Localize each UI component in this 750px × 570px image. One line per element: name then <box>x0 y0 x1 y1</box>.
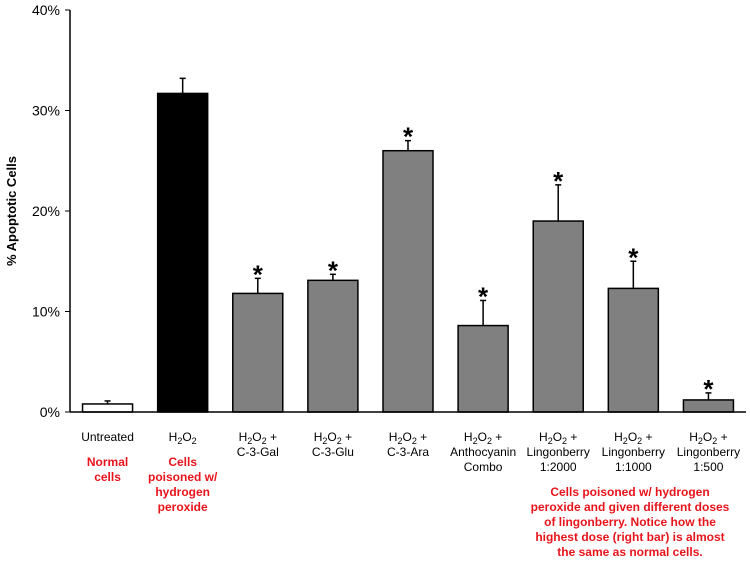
category-label: H2O2 <box>169 430 197 446</box>
bar <box>156 92 209 413</box>
significance-star: * <box>628 242 639 272</box>
bars <box>81 92 735 413</box>
bar <box>607 287 660 413</box>
category-label: H2O2 + <box>539 430 577 446</box>
category-label: 1:2000 <box>540 460 577 474</box>
annotation-text: highest dose (right bar) is almost <box>535 530 724 544</box>
category-label: 1:500 <box>693 460 723 474</box>
axes <box>69 10 746 413</box>
annotation-text: the same as normal cells. <box>557 545 702 559</box>
annotation-text: Cells poisoned w/ hydrogen <box>550 485 709 499</box>
y-tick-label: 30% <box>32 103 60 119</box>
annotation-text: Normal <box>87 455 128 469</box>
y-tick-label: 10% <box>32 304 60 320</box>
y-tick-label: 40% <box>32 2 60 18</box>
category-label: C-3-Glu <box>312 445 354 459</box>
annotation-text: peroxide <box>158 500 208 514</box>
y-axis-ticks: 0% 10% 20% 30% 40% <box>32 2 70 420</box>
category-label: H2O2 + <box>614 430 652 446</box>
annotation-text: of lingonberry. Notice how the <box>544 515 716 529</box>
category-label: Lingonberry <box>527 445 590 459</box>
bar <box>382 149 434 413</box>
category-label: Lingonberry <box>602 445 665 459</box>
significance-star: * <box>703 374 714 404</box>
annotation-text: peroxide and given different doses <box>531 500 730 514</box>
category-label: C-3-Gal <box>237 445 279 459</box>
y-tick-label: 20% <box>32 203 60 219</box>
annotation-text: poisoned w/ <box>148 470 218 484</box>
category-label: Lingonberry <box>677 445 740 459</box>
category-label: C-3-Ara <box>387 445 429 459</box>
significance-star: * <box>553 166 564 196</box>
bar <box>457 324 509 413</box>
significance-star: * <box>253 259 264 289</box>
category-label: H2O2 + <box>464 430 502 446</box>
significance-star: * <box>478 281 489 311</box>
significance-marks: * * * * * * * <box>253 122 715 404</box>
category-label: 1:1000 <box>615 460 652 474</box>
bar <box>532 220 584 413</box>
bar <box>81 403 134 413</box>
y-tick-label: 0% <box>40 404 60 420</box>
significance-star: * <box>328 255 339 285</box>
category-label: H2O2 + <box>314 430 352 446</box>
annotation-text: Cells <box>168 455 197 469</box>
category-label: H2O2 + <box>389 430 427 446</box>
annotation-text: hydrogen <box>155 485 210 499</box>
y-axis-label: % Apoptotic Cells <box>4 156 19 266</box>
category-label: Untreated <box>81 430 134 444</box>
category-label: Anthocyanin <box>450 445 516 459</box>
error-bars <box>104 77 712 404</box>
annotation-text: cells <box>94 470 121 484</box>
bar <box>307 279 359 413</box>
category-label: Combo <box>464 460 503 474</box>
significance-star: * <box>403 122 414 152</box>
category-label: H2O2 + <box>239 430 277 446</box>
category-label: H2O2 + <box>689 430 727 446</box>
bar <box>232 292 284 413</box>
